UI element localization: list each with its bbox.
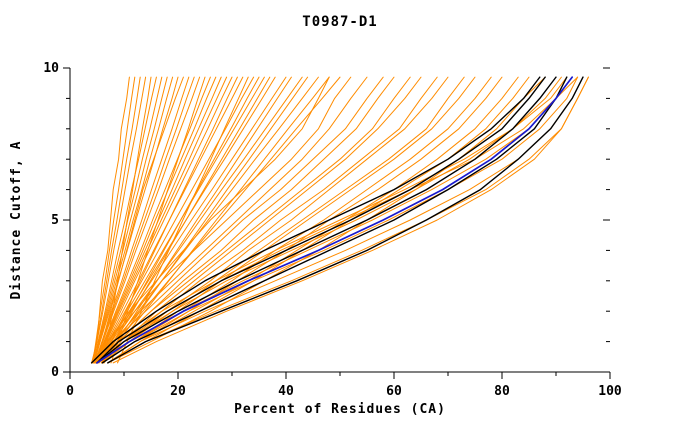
highlighted-model-curve (96, 76, 557, 364)
model-curve (101, 76, 449, 364)
model-curve (96, 76, 265, 364)
model-curve (93, 76, 179, 364)
model-curve (91, 76, 352, 364)
model-curve (101, 76, 476, 364)
model-curve (93, 76, 168, 364)
curves-layer (90, 76, 589, 364)
highlighted-model-curve (96, 76, 546, 364)
model-curve (92, 76, 141, 364)
highlighted-model-curve (107, 76, 584, 364)
model-curve (96, 76, 411, 364)
model-curve (97, 76, 276, 364)
selected-model-curve (96, 76, 574, 364)
model-curve (95, 76, 244, 364)
model-curve (91, 76, 384, 364)
model-curve (92, 76, 147, 364)
model-curve (94, 76, 222, 364)
highlighted-model-curve (90, 76, 541, 364)
model-curve (103, 76, 330, 364)
model-curve (101, 76, 465, 364)
model-curve (103, 76, 152, 364)
x-tick-label: 40 (278, 384, 294, 399)
model-curve (91, 76, 330, 364)
axes-layer: 0 20 40 60 80 100 0 5 10 (43, 61, 622, 399)
model-curve (96, 76, 568, 364)
model-curve (94, 76, 195, 364)
model-curve (93, 76, 174, 364)
model-curve (102, 76, 309, 364)
y-tick-label: 0 (51, 365, 59, 380)
model-curve (94, 76, 201, 364)
model-curve (98, 76, 319, 364)
model-curve (95, 76, 255, 364)
model-curve (92, 76, 136, 364)
x-axis-label: Percent of Residues (CA) (234, 402, 446, 417)
chart-title: T0987-D1 (302, 14, 377, 30)
model-curve (101, 76, 579, 364)
model-curve (97, 76, 303, 364)
model-curve (101, 76, 492, 364)
highlighted-model-curve (101, 76, 568, 364)
x-tick-label: 100 (598, 384, 622, 399)
model-curve (101, 76, 422, 364)
x-tick-label: 80 (494, 384, 510, 399)
model-curve (117, 76, 249, 364)
model-curve (101, 76, 579, 364)
model-curve (107, 76, 530, 364)
model-curve (97, 76, 287, 364)
model-curve (94, 76, 217, 364)
x-tick-label: 60 (386, 384, 402, 399)
model-curve (94, 76, 211, 364)
y-tick-label: 10 (43, 61, 59, 76)
model-curve (94, 76, 190, 364)
model-curve (93, 76, 163, 364)
y-axis-label: Distance Cutoff, A (9, 141, 24, 300)
model-curve (93, 76, 157, 364)
model-curve (96, 76, 438, 364)
x-tick-label: 0 (66, 384, 74, 399)
model-curve (95, 76, 233, 364)
model-curve (96, 76, 562, 364)
model-curve (95, 76, 228, 364)
model-curve (96, 76, 368, 364)
model-curve (97, 76, 184, 364)
model-curve (112, 76, 589, 364)
y-tick-label: 5 (51, 213, 59, 228)
x-tick-label: 20 (170, 384, 186, 399)
